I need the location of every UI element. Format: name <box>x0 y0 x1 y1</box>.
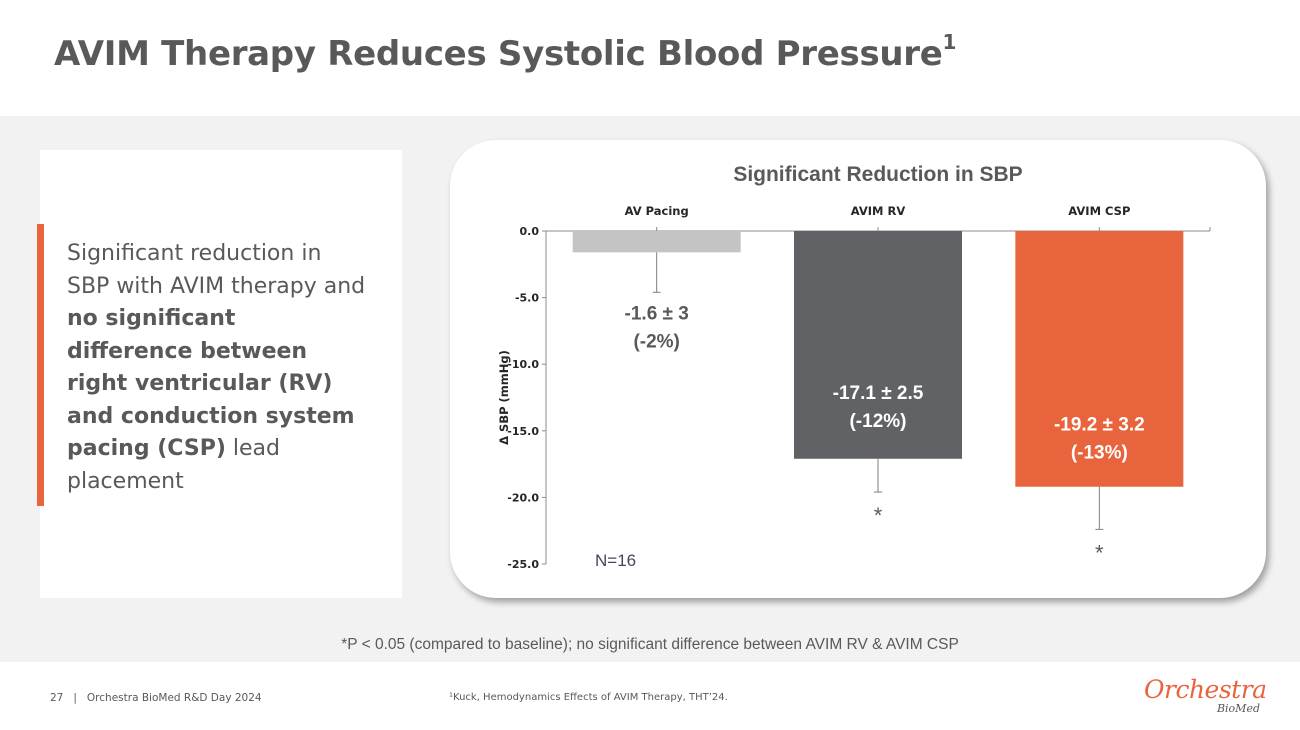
percent-label: (-13%) <box>1071 443 1128 464</box>
summary-text-part2: lead placement <box>67 436 280 494</box>
x-tick-label: AVIM CSP <box>1068 204 1130 218</box>
page-number: 27 <box>50 692 64 704</box>
slide-title-text: AVIM Therapy Reduces Systolic Blood Pres… <box>54 34 943 74</box>
significance-footnote: *P < 0.05 (compared to baseline); no sig… <box>341 636 959 653</box>
footer-separator: | <box>73 692 77 704</box>
footer-event: Orchestra BioMed R&D Day 2024 <box>86 692 262 704</box>
significance-marker: * <box>874 503 883 528</box>
significance-marker: * <box>1095 540 1104 565</box>
x-tick-label: AVIM RV <box>851 204 906 218</box>
reference-footnote: ¹Kuck, Hemodynamics Effects of AVIM Ther… <box>449 692 728 703</box>
y-tick-label: -20.0 <box>507 491 539 504</box>
sbp-bar-chart: Significant Reduction in SBP 0.0 -5.0 -10.0… <box>497 163 1211 571</box>
percent-label: (-2%) <box>633 331 679 352</box>
bar <box>794 231 962 459</box>
y-tick-label: -5.0 <box>515 292 539 305</box>
accent-bar <box>37 224 44 506</box>
value-label: -1.6 ± 3 <box>625 303 689 324</box>
y-tick-label: -25.0 <box>507 558 539 571</box>
y-axis-label: Δ SBP (mmHg) <box>497 350 511 445</box>
summary-text: Significant reduction in SBP with AVIM t… <box>67 238 367 498</box>
y-tick-label: -10.0 <box>507 358 539 371</box>
summary-panel <box>40 150 402 598</box>
y-tick-label: -15.0 <box>507 425 539 438</box>
bar <box>572 231 741 253</box>
bar <box>1015 231 1184 487</box>
value-label: -19.2 ± 3.2 <box>1054 415 1145 436</box>
logo-subtext: BioMed <box>1216 702 1260 715</box>
slide-title: AVIM Therapy Reduces Systolic Blood Pres… <box>54 32 956 74</box>
x-tick-label: AV Pacing <box>625 204 689 218</box>
logo-wordmark: Orchestra <box>1144 675 1267 704</box>
summary-text-part1: Significant reduction in SBP with AVIM t… <box>67 241 366 299</box>
value-label: -17.1 ± 2.5 <box>833 383 924 404</box>
chart-title: Significant Reduction in SBP <box>733 163 1022 186</box>
title-superscript: 1 <box>942 29 957 54</box>
footer-left: 27 | Orchestra BioMed R&D Day 2024 <box>50 692 262 704</box>
orchestra-biomed-logo: Orchestra BioMed <box>1140 675 1270 717</box>
percent-label: (-12%) <box>849 411 906 432</box>
y-tick-label: 0.0 <box>520 225 540 238</box>
chart-card: Significant Reduction in SBP 0.0 -5.0 -10.0… <box>450 140 1266 598</box>
summary-text-bold: no significant difference between right … <box>67 306 355 461</box>
sample-size-annotation: N=16 <box>595 551 636 570</box>
